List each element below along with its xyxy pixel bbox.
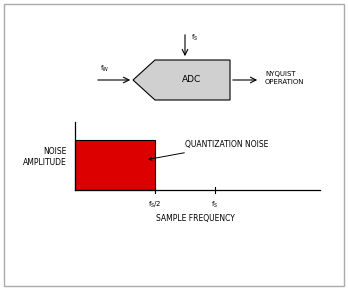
Text: NYQUIST
OPERATION: NYQUIST OPERATION (265, 71, 304, 85)
Text: f$_S$: f$_S$ (191, 33, 198, 43)
Polygon shape (133, 60, 230, 100)
Text: f$_S$: f$_S$ (211, 200, 219, 210)
Bar (75, 140, 155, 190)
Text: SAMPLE FREQUENCY: SAMPLE FREQUENCY (156, 213, 235, 222)
FancyBboxPatch shape (4, 4, 344, 286)
Text: ADC: ADC (182, 75, 201, 84)
Text: f$_{IN}$: f$_{IN}$ (100, 64, 110, 74)
Text: NOISE
AMPLITUDE: NOISE AMPLITUDE (23, 147, 67, 167)
Text: QUANTIZATION NOISE: QUANTIZATION NOISE (149, 140, 268, 160)
Text: f$_S$/2: f$_S$/2 (148, 200, 162, 210)
